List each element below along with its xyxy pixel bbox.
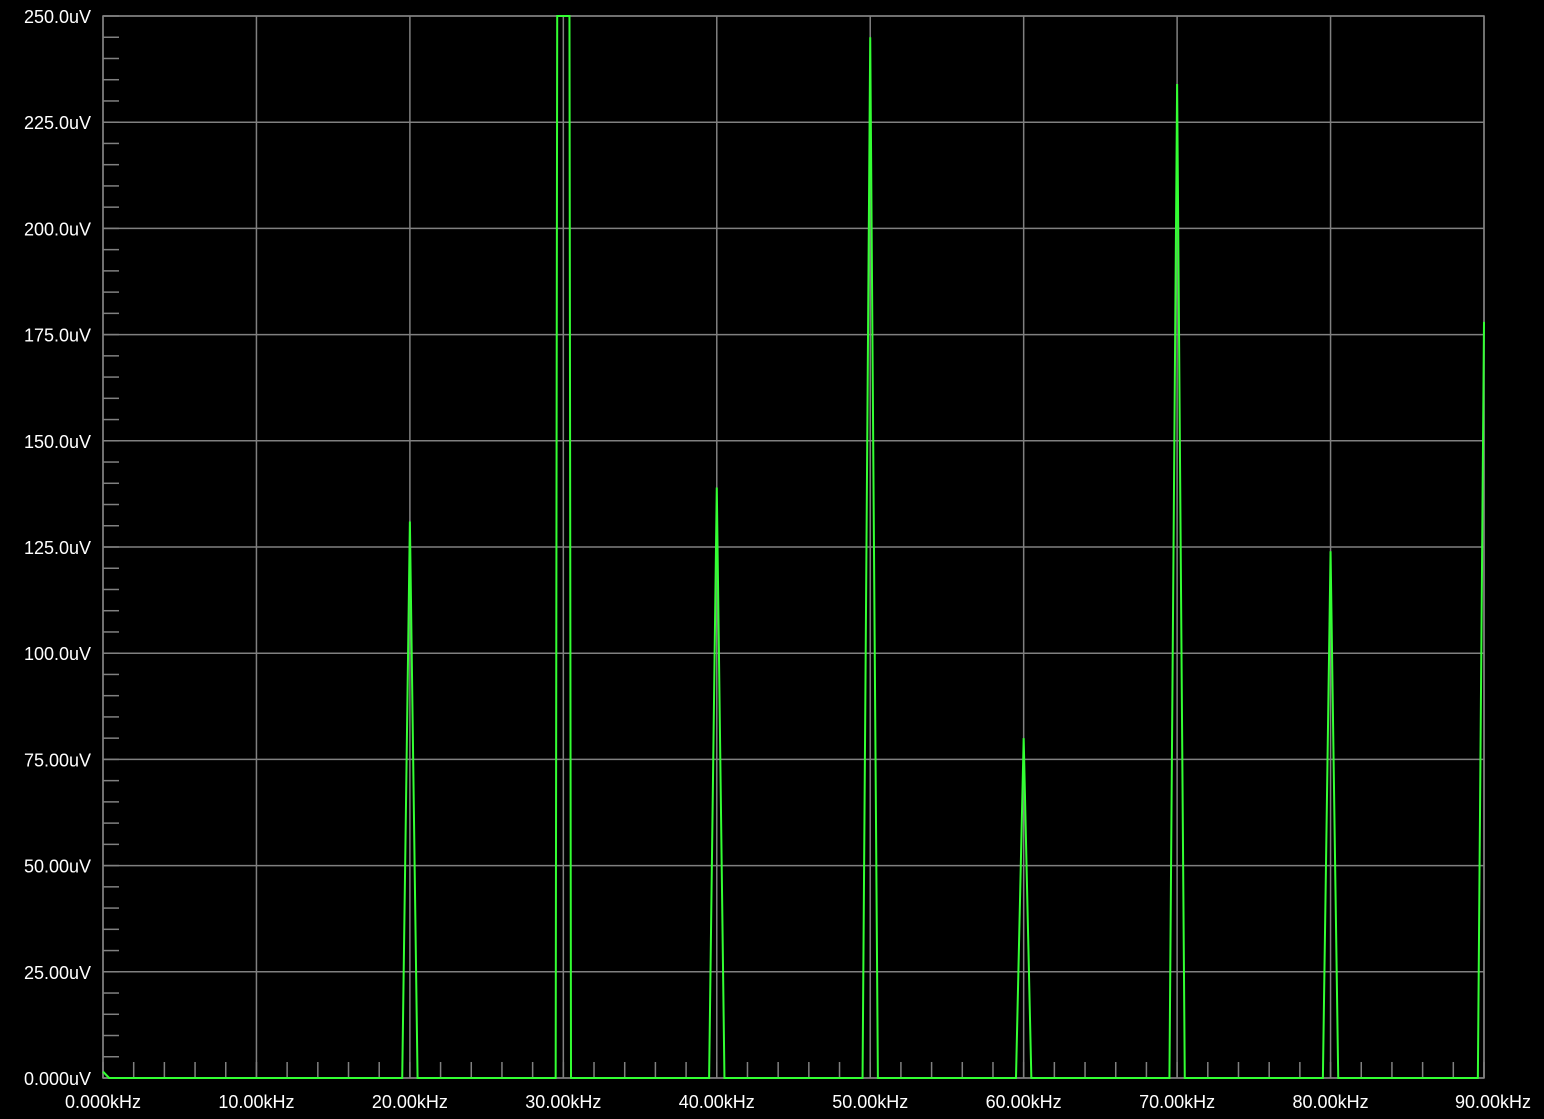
y-tick-label: 200.0uV [24, 219, 91, 239]
y-tick-label: 125.0uV [24, 538, 91, 558]
y-tick-label: 0.000uV [24, 1069, 91, 1089]
x-tick-label: 20.00kHz [372, 1092, 448, 1112]
x-tick-labels: 0.000kHz 10.00kHz 20.00kHz 30.00kHz 40.00kHz… [65, 1092, 1531, 1112]
series-layer [102, 15, 1485, 1079]
x-tick-label: 40.00kHz [679, 1092, 755, 1112]
y-tick-label: 75.00uV [24, 750, 91, 770]
x-tick-label: 60.00kHz [986, 1092, 1062, 1112]
x-tick-label: 80.00kHz [1293, 1092, 1369, 1112]
x-tick-label: 50.00kHz [832, 1092, 908, 1112]
y-tick-label: 50.00uV [24, 857, 91, 877]
y-tick-label: 25.00uV [24, 963, 91, 983]
minor-ticks [102, 15, 1485, 1079]
x-tick-label: 70.00kHz [1139, 1092, 1215, 1112]
y-tick-label: 150.0uV [24, 432, 91, 452]
x-tick-label: 10.00kHz [218, 1092, 294, 1112]
y-tick-labels: 0.000uV 25.00uV 50.00uV 75.00uV 100.0uV 125.0… [24, 7, 91, 1089]
y-tick-label: 175.0uV [24, 326, 91, 346]
series-line-0 [102, 15, 1485, 1079]
x-tick-label: 30.00kHz [525, 1092, 601, 1112]
x-tick-label: 0.000kHz [65, 1092, 141, 1112]
y-tick-label: 225.0uV [24, 113, 91, 133]
y-tick-label: 100.0uV [24, 644, 91, 664]
x-tick-label: 90.00kHz [1455, 1092, 1531, 1112]
y-tick-label: 250.0uV [24, 7, 91, 27]
